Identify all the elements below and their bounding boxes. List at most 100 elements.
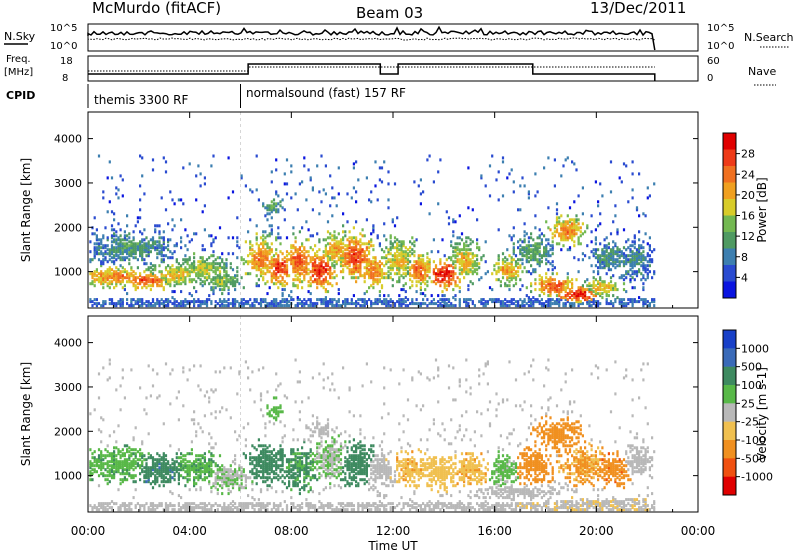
heatmap-cell (456, 246, 459, 250)
heatmap-cell (102, 464, 105, 468)
heatmap-cell (549, 276, 552, 280)
heatmap-cell (175, 466, 178, 470)
heatmap-cell (218, 280, 222, 284)
heatmap-cell (167, 302, 170, 306)
heatmap-cell (380, 166, 384, 170)
heatmap-cell (132, 304, 135, 308)
heatmap-cell (331, 262, 334, 266)
heatmap-cell (132, 282, 135, 286)
heatmap-cell (186, 300, 189, 304)
heatmap-cell (355, 260, 358, 264)
heatmap-cell (147, 476, 150, 480)
heatmap-cell (210, 262, 213, 266)
heatmap-cell (201, 248, 204, 252)
heatmap-cell (512, 250, 515, 254)
heatmap-cell (171, 256, 174, 260)
heatmap-cell (577, 238, 580, 242)
heatmap-cell (266, 270, 269, 274)
heatmap-cell (350, 240, 353, 244)
heatmap-cell (149, 472, 152, 476)
heatmap-cell (458, 250, 461, 254)
heatmap-cell (372, 286, 375, 290)
heatmap-cell (638, 172, 641, 176)
heatmap-cell (409, 268, 412, 272)
heatmap-cell (147, 456, 150, 460)
heatmap-cell (316, 286, 319, 290)
heatmap-cell (182, 506, 185, 510)
heatmap-cell (314, 262, 317, 266)
heatmap-cell (458, 302, 461, 306)
heatmap-cell (275, 268, 278, 272)
heatmap-cell (305, 220, 308, 224)
heatmap-cell (121, 252, 124, 256)
heatmap-cell (147, 506, 150, 510)
heatmap-cell (104, 502, 107, 506)
heatmap-cell (419, 274, 422, 278)
heatmap-cell (555, 298, 559, 302)
heatmap-cell (571, 222, 574, 226)
heatmap-cell (530, 248, 533, 252)
heatmap-cell (359, 248, 362, 252)
heatmap-cell (115, 466, 118, 470)
heatmap-cell (296, 270, 299, 274)
heatmap-cell (534, 244, 537, 248)
heatmap-cell (540, 280, 543, 284)
heatmap-cell (154, 246, 157, 250)
heatmap-cell (264, 264, 267, 268)
heatmap-cell (223, 300, 226, 304)
heatmap-cell (190, 448, 193, 452)
heatmap-cell (527, 270, 530, 274)
heatmap-cell (458, 304, 461, 308)
heatmap-cell (443, 266, 446, 270)
heatmap-cell (346, 300, 349, 304)
heatmap-cell (374, 270, 377, 274)
heatmap-cell (268, 266, 271, 270)
heatmap-cell (599, 294, 602, 298)
heatmap-cell (525, 286, 528, 290)
heatmap-cell (208, 298, 211, 302)
heatmap-cell (629, 248, 632, 252)
heatmap-cell (370, 276, 373, 280)
heatmap-cell (117, 452, 120, 456)
heatmap-cell (590, 298, 593, 302)
heatmap-cell (253, 304, 256, 308)
heatmap-cell (568, 230, 572, 234)
heatmap-cell (305, 300, 308, 304)
heatmap-cell (510, 300, 513, 304)
heatmap-cell (551, 240, 554, 244)
heatmap-cell (225, 270, 228, 274)
heatmap-cell (413, 274, 416, 278)
heatmap-cell (164, 462, 168, 466)
heatmap-cell (396, 246, 399, 250)
heatmap-cell (134, 242, 137, 246)
heatmap-cell (480, 256, 483, 260)
heatmap-cell (411, 298, 414, 302)
heatmap-cell (342, 212, 345, 216)
heatmap-cell (476, 238, 479, 242)
heatmap-cell (123, 454, 126, 458)
heatmap-cell (225, 478, 228, 482)
heatmap-cell (136, 220, 139, 224)
heatmap-cell (210, 388, 213, 392)
heatmap-cell (151, 236, 155, 240)
heatmap-cell (279, 262, 282, 266)
heatmap-cell (497, 258, 500, 262)
heatmap-cell (164, 208, 168, 212)
heatmap-cell (521, 262, 524, 266)
heatmap-cell (298, 302, 301, 306)
heatmap-cell (506, 268, 509, 272)
heatmap-cell (95, 508, 98, 512)
heatmap-cell (534, 242, 537, 246)
heatmap-cell (147, 278, 150, 282)
heatmap-cell (549, 290, 552, 294)
heatmap-cell (294, 258, 297, 262)
heatmap-cell (419, 264, 422, 268)
heatmap-cell (510, 262, 513, 266)
heatmap-cell (227, 304, 230, 308)
heatmap-cell (154, 240, 157, 244)
heatmap-cell (476, 258, 479, 262)
heatmap-cell (359, 298, 362, 302)
heatmap-cell (108, 286, 111, 290)
heatmap-cell (588, 296, 591, 300)
heatmap-cell (456, 242, 459, 246)
